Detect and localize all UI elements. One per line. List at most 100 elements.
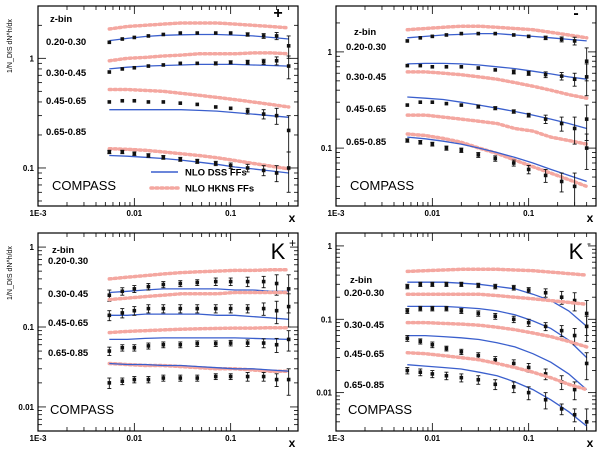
data-point — [418, 370, 423, 374]
legend: NLO DSS FFs NLO HKNS FFs — [149, 168, 254, 195]
y-tick-label: 0.1 — [23, 323, 35, 332]
data-point — [120, 37, 125, 41]
data-point — [132, 35, 137, 40]
hkns-curve — [107, 21, 291, 31]
data-point — [543, 117, 548, 121]
data-point — [405, 39, 410, 43]
data-point — [146, 153, 151, 158]
data-point — [430, 342, 435, 347]
data-point — [161, 155, 166, 160]
y-axis-label: 1/N_DIS dN^h/dx — [7, 246, 14, 300]
data-point — [178, 281, 183, 286]
data-point — [526, 167, 531, 172]
data-point — [543, 72, 548, 77]
zbin-label: 0.45-0.65 — [346, 104, 387, 115]
data-point — [245, 32, 250, 37]
data-point — [132, 287, 137, 291]
data-point — [228, 374, 233, 379]
data-point — [228, 306, 233, 311]
dss-curve — [407, 305, 588, 359]
hkns-curve — [107, 268, 291, 281]
data-point — [178, 157, 183, 162]
series-0.65-0.85: 0.65-0.85 — [344, 350, 589, 432]
data-point — [526, 34, 531, 39]
data-point — [459, 309, 464, 313]
data-point — [132, 308, 137, 313]
hkns-curve — [405, 132, 589, 189]
zbin-label: 0.65-0.85 — [344, 380, 385, 391]
data-point — [459, 282, 464, 287]
data-point — [572, 184, 577, 189]
data-point — [444, 346, 449, 351]
data-point — [418, 100, 423, 104]
data-point — [459, 31, 464, 36]
data-point — [584, 311, 589, 316]
x-tick-label: 0.1 — [225, 434, 237, 443]
data-point — [274, 58, 279, 63]
data-point — [584, 324, 589, 329]
x-tick-label: 1E-3 — [328, 209, 345, 218]
panel-tag: + — [273, 5, 282, 22]
zbin-title: z-bin — [354, 27, 376, 38]
data-point — [476, 353, 481, 358]
data-point — [213, 306, 218, 311]
data-point — [132, 151, 137, 156]
data-point — [430, 34, 435, 39]
data-point — [405, 138, 410, 143]
data-point — [261, 279, 266, 284]
x-tick-label: 0.01 — [127, 209, 143, 218]
data-point — [418, 63, 423, 68]
data-point — [146, 34, 151, 38]
data-point — [261, 306, 266, 311]
hkns-curve — [107, 87, 291, 109]
data-point — [274, 342, 279, 347]
y-tick-label: 0.1 — [23, 164, 35, 173]
data-point — [146, 64, 151, 68]
data-point — [261, 112, 266, 116]
data-point — [405, 284, 410, 289]
data-point — [584, 420, 589, 424]
x-axis-label: x — [289, 436, 296, 450]
data-point — [559, 37, 564, 42]
data-point — [559, 295, 564, 299]
panel-tag: - — [573, 5, 578, 22]
x-axis-label: x — [587, 436, 594, 450]
data-point — [405, 309, 410, 313]
y-tick-label: 0.01 — [18, 403, 34, 412]
panel-K+: 1E-3 0.01 0.1 1 0.1 0.01 x 1/N_DIS dN^h/dx K + z-b… — [7, 232, 299, 450]
data-point — [107, 100, 112, 104]
series-0.30-0.45: 0.30-0.45 — [46, 51, 291, 80]
data-point — [195, 159, 200, 164]
data-point — [444, 101, 449, 106]
data-point — [559, 328, 564, 333]
data-point — [511, 285, 516, 290]
data-point — [107, 293, 112, 297]
data-point — [213, 341, 218, 346]
experiment-label: COMPASS — [50, 402, 114, 417]
experiment-label: COMPASS — [350, 178, 414, 193]
data-point — [120, 67, 125, 71]
series-0.20-0.30: 0.20-0.30 — [346, 24, 589, 82]
data-point — [228, 341, 233, 345]
data-point — [178, 342, 183, 347]
hkns-curve — [405, 70, 589, 100]
series-0.30-0.45: 0.30-0.45 — [344, 292, 589, 359]
data-point — [274, 377, 279, 382]
data-point — [444, 306, 449, 311]
plot-frame — [335, 232, 597, 432]
dss-curve — [407, 334, 588, 391]
data-point — [195, 306, 200, 311]
data-point — [286, 377, 291, 382]
data-point — [584, 117, 589, 121]
series-0.30-0.45: 0.30-0.45 — [346, 62, 589, 100]
data-point — [476, 66, 481, 70]
panel-pi-: 1E-3 0.01 0.1 1 0.1 x - z-bin COMPASS 0.20-0.30 0.… — [321, 5, 597, 225]
panel-tag: K — [271, 239, 286, 264]
data-point — [161, 282, 166, 287]
series-0.45-0.65: 0.45-0.65 — [346, 96, 589, 146]
data-point — [430, 306, 435, 311]
data-point — [245, 374, 250, 379]
data-point — [161, 63, 166, 67]
experiment-label: COMPASS — [52, 178, 116, 193]
data-point — [476, 104, 481, 109]
